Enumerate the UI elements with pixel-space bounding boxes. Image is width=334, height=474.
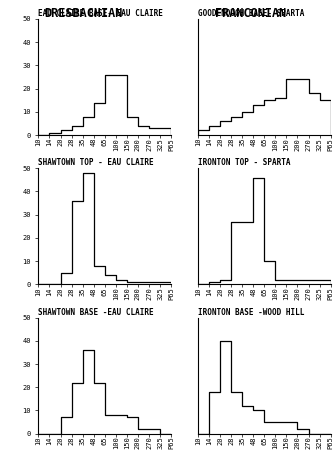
Text: IRONTON TOP - SPARTA: IRONTON TOP - SPARTA [198, 158, 290, 167]
Text: IRONTON BASE -WOOD HILL: IRONTON BASE -WOOD HILL [198, 308, 304, 317]
Text: SHAWTOWN TOP - EAU CLAIRE: SHAWTOWN TOP - EAU CLAIRE [38, 158, 154, 167]
Text: FRANCONIAN: FRANCONIAN [215, 7, 286, 20]
Text: EAU CLAIRE BASE- EAU CLAIRE: EAU CLAIRE BASE- EAU CLAIRE [38, 9, 163, 18]
Text: DRESBACHIAN: DRESBACHIAN [44, 7, 123, 20]
Text: GOODENOUGH BASE- SPARTA: GOODENOUGH BASE- SPARTA [198, 9, 304, 18]
Text: SHAWTOWN BASE -EAU CLAIRE: SHAWTOWN BASE -EAU CLAIRE [38, 308, 154, 317]
